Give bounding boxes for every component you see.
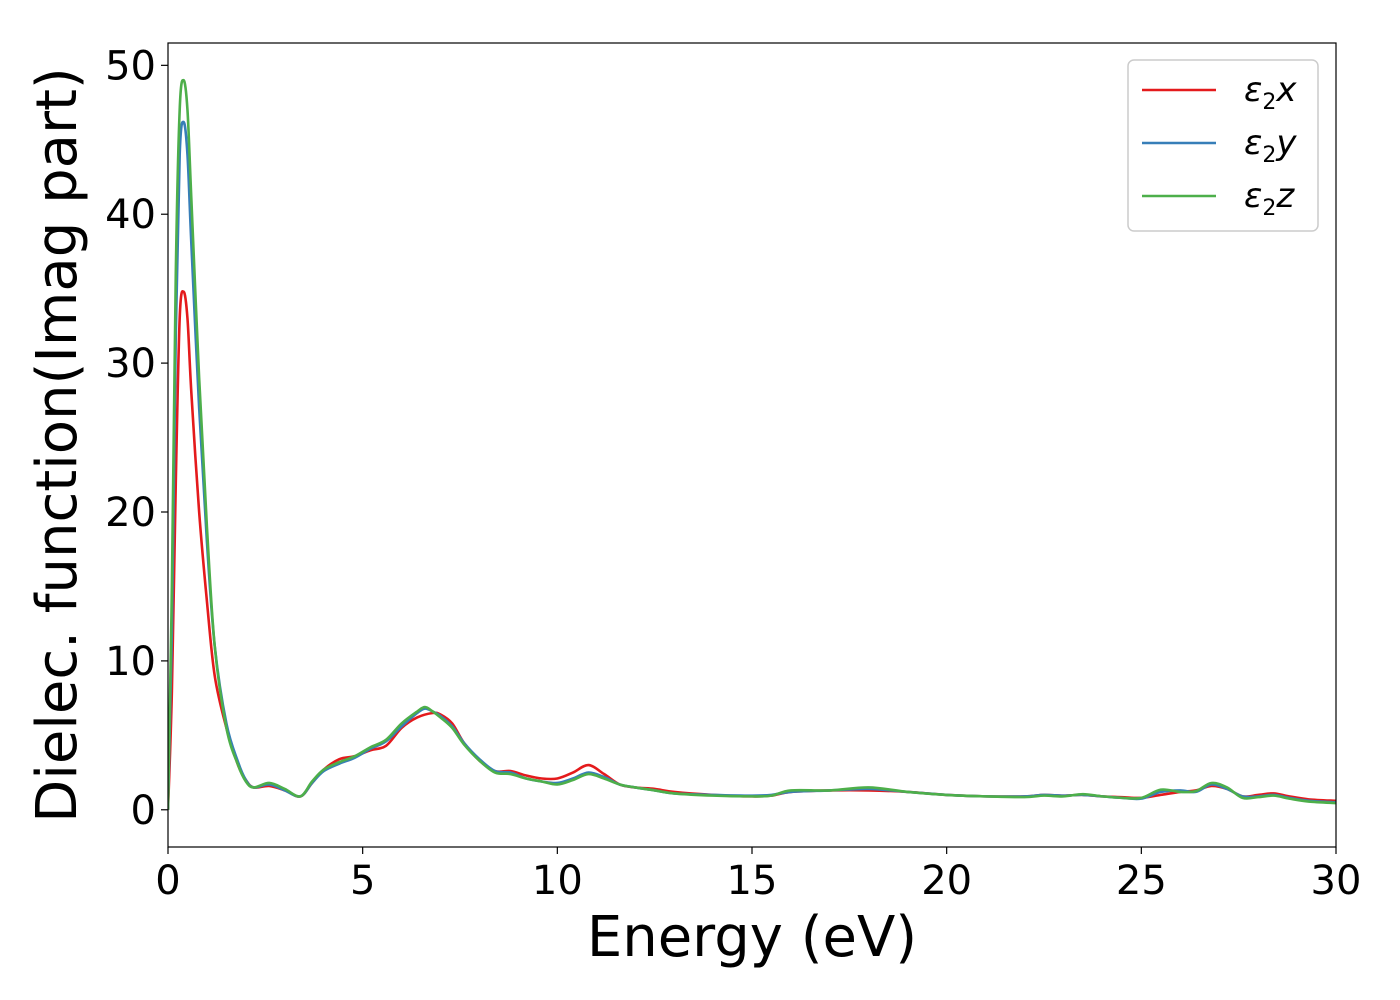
legend-label-y: ε2y xyxy=(1244,123,1297,168)
y-tick-label: 50 xyxy=(105,43,156,89)
legend-label-x: ε2x xyxy=(1244,70,1297,115)
legend: ε2x ε2y ε2z xyxy=(1127,59,1319,232)
x-tick-label: 30 xyxy=(1311,858,1362,904)
y-tick-label: 20 xyxy=(105,490,156,536)
x-tick-label: 25 xyxy=(1116,858,1167,904)
x-tick-label: 0 xyxy=(155,858,180,904)
x-axis-ticks: 0 5 10 15 20 25 30 xyxy=(155,847,1361,904)
legend-box xyxy=(1127,59,1319,232)
legend-label-z: ε2z xyxy=(1244,176,1295,221)
series-line-x xyxy=(168,290,1336,810)
x-tick-label: 10 xyxy=(532,858,583,904)
series-layer xyxy=(168,78,1336,810)
y-tick-label: 30 xyxy=(105,341,156,387)
series-line-z xyxy=(168,78,1336,810)
y-tick-label: 0 xyxy=(131,788,156,834)
y-tick-label: 40 xyxy=(105,192,156,238)
y-axis-ticks: 0 10 20 30 40 50 xyxy=(105,43,168,834)
y-axis-label: Dielec. function(Imag part) xyxy=(25,67,90,823)
x-tick-label: 20 xyxy=(921,858,972,904)
x-tick-label: 5 xyxy=(350,858,375,904)
y-tick-label: 10 xyxy=(105,639,156,685)
x-axis-label: Energy (eV) xyxy=(587,905,917,970)
x-tick-label: 15 xyxy=(727,858,778,904)
